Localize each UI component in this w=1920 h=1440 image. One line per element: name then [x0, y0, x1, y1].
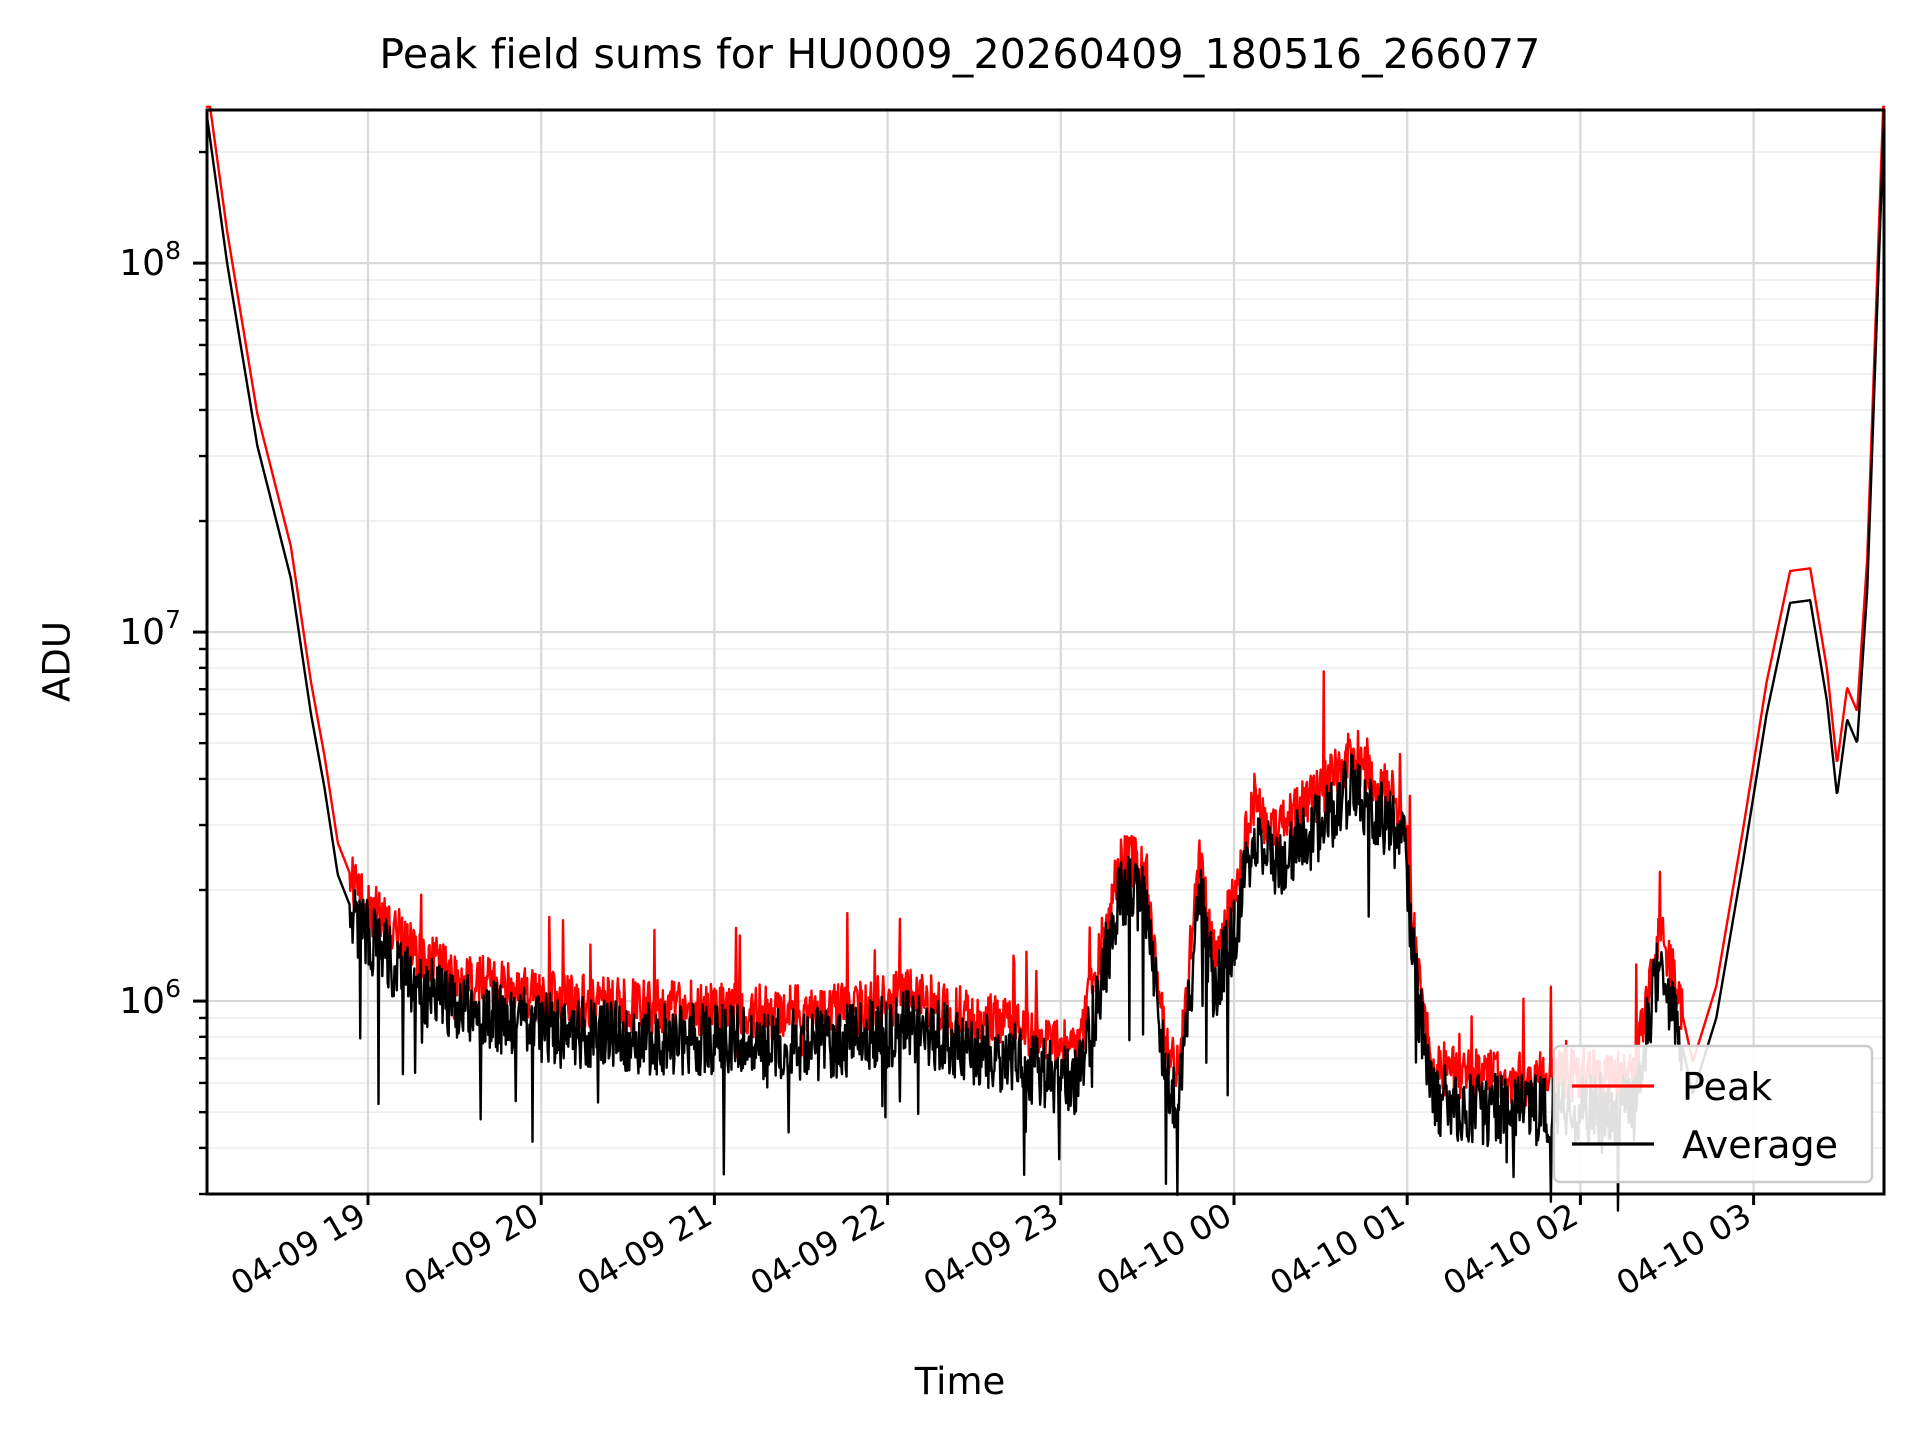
y-tick-label: 106 — [119, 974, 181, 1022]
x-tick-label: 04-10 00 — [1090, 1195, 1238, 1303]
plot-frame — [205, 108, 1886, 1196]
x-tick-label: 04-09 20 — [397, 1195, 545, 1303]
x-tick-label: 04-10 03 — [1610, 1195, 1758, 1303]
x-tick-label: 04-09 21 — [570, 1195, 718, 1303]
x-tick-label: 04-09 19 — [224, 1195, 372, 1303]
legend[interactable]: Peak Average — [1552, 1044, 1874, 1184]
y-tick-label: 107 — [119, 605, 181, 653]
y-axis-ticks: 108 107 106 — [119, 150, 207, 1196]
x-tick-label: 04-10 01 — [1263, 1195, 1411, 1303]
x-tick-label: 04-09 22 — [744, 1195, 892, 1303]
x-axis-label: Time — [914, 1360, 1006, 1403]
x-axis-ticks: 04-09 19 04-09 20 04-09 21 04-09 22 04-09 23… — [224, 1194, 1758, 1303]
x-tick-label: 04-10 02 — [1436, 1195, 1584, 1303]
series-line-peak — [205, 105, 1886, 1128]
legend-label-average: Average — [1682, 1123, 1838, 1167]
y-tick-label: 108 — [119, 236, 181, 284]
x-tick-label: 04-09 23 — [917, 1195, 1065, 1303]
legend-label-peak: Peak — [1682, 1065, 1772, 1109]
chart-title: Peak field sums for HU0009_20260409_1805… — [379, 30, 1541, 78]
